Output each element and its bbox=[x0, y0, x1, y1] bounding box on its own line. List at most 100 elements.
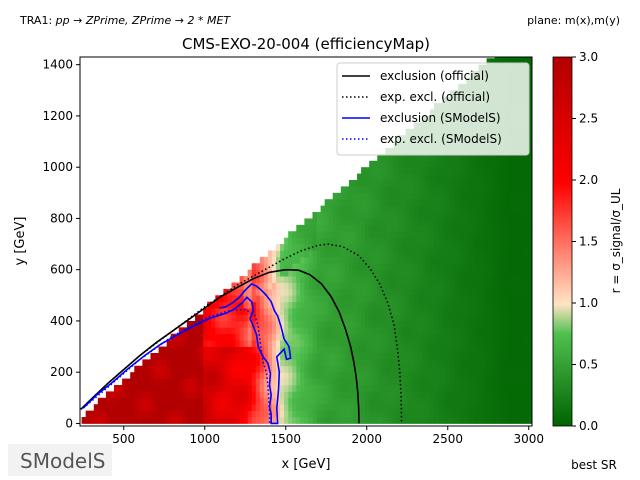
heatmap-cell bbox=[361, 372, 366, 379]
heatmap-cell bbox=[336, 205, 342, 213]
heatmap-cell bbox=[519, 276, 524, 283]
heatmap-cell bbox=[296, 250, 301, 258]
heatmap-cell bbox=[271, 346, 277, 354]
heatmap-cell bbox=[393, 359, 398, 367]
heatmap-cell bbox=[292, 282, 297, 290]
heatmap-cell bbox=[336, 250, 342, 258]
heatmap-cell bbox=[348, 410, 354, 418]
heatmap-cell bbox=[466, 301, 471, 309]
heatmap-cell bbox=[454, 314, 459, 322]
heatmap-cell bbox=[519, 308, 524, 315]
heatmap-cell bbox=[381, 263, 386, 271]
heatmap-cell bbox=[385, 212, 390, 219]
heatmap-cell bbox=[365, 186, 370, 194]
heatmap-cell bbox=[409, 327, 415, 335]
heatmap-cell bbox=[369, 327, 374, 335]
heatmap-cell bbox=[340, 391, 346, 399]
heatmap-cell bbox=[118, 410, 123, 418]
heatmap-cell bbox=[304, 397, 309, 405]
heatmap-cell bbox=[393, 410, 398, 418]
heatmap-cell bbox=[211, 327, 216, 335]
heatmap-cell bbox=[474, 295, 479, 303]
heatmap-cell bbox=[162, 397, 168, 405]
heatmap-cell bbox=[199, 314, 204, 322]
heatmap-cell bbox=[490, 359, 496, 367]
heatmap-cell bbox=[166, 359, 172, 367]
heatmap-cell bbox=[409, 154, 415, 162]
heatmap-cell bbox=[373, 410, 378, 418]
heatmap-cell bbox=[324, 320, 330, 328]
heatmap-cell bbox=[186, 340, 192, 347]
heatmap-cell bbox=[486, 352, 492, 360]
heatmap-cell bbox=[340, 397, 346, 405]
heatmap-cell bbox=[442, 224, 447, 232]
heatmap-cell bbox=[486, 269, 492, 277]
heatmap-cell bbox=[462, 282, 467, 290]
heatmap-cell bbox=[154, 391, 159, 399]
heatmap-cell bbox=[292, 244, 297, 251]
heatmap-cell bbox=[389, 391, 394, 399]
heatmap-cell bbox=[438, 320, 443, 328]
heatmap-cell bbox=[332, 346, 338, 354]
heatmap-cell bbox=[243, 410, 249, 418]
heatmap-cell bbox=[523, 404, 528, 412]
heatmap-cell bbox=[462, 167, 467, 174]
heatmap-cell bbox=[247, 288, 253, 296]
heatmap-cell bbox=[519, 57, 524, 59]
heatmap-cell bbox=[271, 250, 277, 258]
heatmap-cell bbox=[280, 263, 285, 271]
heatmap-cell bbox=[284, 308, 289, 315]
heatmap-cell bbox=[328, 263, 334, 271]
heatmap-cell bbox=[267, 327, 273, 335]
heatmap-cell bbox=[462, 231, 467, 239]
heatmap-cell bbox=[405, 308, 411, 315]
heatmap-cell bbox=[203, 308, 208, 315]
heatmap-cell bbox=[389, 346, 394, 354]
heatmap-cell bbox=[502, 269, 508, 277]
heatmap-cell bbox=[190, 404, 196, 412]
heatmap-cell bbox=[433, 372, 439, 379]
heatmap-cell bbox=[523, 231, 528, 239]
heatmap-cell bbox=[438, 154, 443, 162]
heatmap-cell bbox=[409, 346, 415, 354]
heatmap-cell bbox=[211, 410, 216, 418]
heatmap-cell bbox=[486, 58, 492, 66]
heatmap-cell bbox=[255, 417, 261, 424]
heatmap-cell bbox=[498, 333, 504, 341]
heatmap-cell bbox=[259, 288, 265, 296]
heatmap-cell bbox=[223, 372, 228, 379]
heatmap-cell bbox=[482, 192, 488, 200]
heatmap-cell bbox=[332, 256, 338, 264]
heatmap-cell bbox=[506, 231, 512, 239]
heatmap-cell bbox=[502, 295, 508, 303]
heatmap-cell bbox=[506, 237, 512, 245]
heatmap-cell bbox=[154, 352, 159, 360]
heatmap-cell bbox=[365, 282, 370, 290]
heatmap-cell bbox=[393, 250, 398, 258]
heatmap-cell bbox=[474, 404, 479, 412]
heatmap-cell bbox=[340, 269, 346, 277]
heatmap-cell bbox=[401, 256, 407, 264]
heatmap-cell bbox=[523, 218, 528, 226]
heatmap-cell bbox=[348, 269, 354, 277]
heatmap-cell bbox=[502, 58, 508, 66]
heatmap-cell bbox=[470, 333, 475, 341]
heatmap-cell bbox=[320, 269, 326, 277]
heatmap-cell bbox=[251, 372, 257, 379]
heatmap-cell bbox=[369, 320, 374, 328]
heatmap-cell bbox=[348, 288, 354, 296]
heatmap-cell bbox=[340, 224, 346, 232]
heatmap-cell bbox=[239, 327, 245, 335]
heatmap-cell bbox=[276, 269, 281, 277]
heatmap-cell bbox=[373, 352, 378, 360]
legend: exclusion (official)exp. excl. (official… bbox=[336, 62, 530, 156]
heatmap-cell bbox=[251, 327, 257, 335]
heatmap-cell bbox=[397, 186, 402, 194]
heatmap-cell bbox=[506, 346, 512, 354]
heatmap-cell bbox=[502, 372, 508, 379]
heatmap-cell bbox=[385, 320, 390, 328]
heatmap-cell bbox=[243, 320, 249, 328]
heatmap-cell bbox=[284, 301, 289, 309]
heatmap-cell bbox=[523, 288, 528, 296]
heatmap-cell bbox=[401, 263, 407, 271]
